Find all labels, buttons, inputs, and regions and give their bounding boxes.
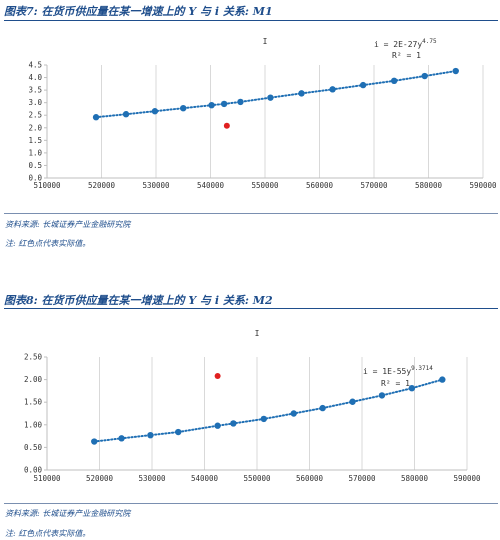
y-tick-label: 1.50 [24, 398, 43, 407]
y-tick-label: 0.0 [28, 174, 42, 183]
y-tick-label: 1.5 [28, 136, 42, 145]
data-point [92, 114, 100, 121]
data-point [147, 431, 154, 439]
trendline [93, 378, 444, 443]
data-point [349, 398, 356, 405]
data-point [267, 94, 274, 101]
data-point [452, 67, 459, 75]
trendline-r2: R² = 1 [392, 51, 421, 60]
figure-8-title: 图表8: 在货币供应量在某一增速上的 Y 与 i 关系: M2 [4, 294, 273, 307]
figure-8-source: 资料来源: 长城证券产业金融研究院 [5, 509, 131, 518]
y-tick-label: 0.50 [24, 443, 43, 452]
x-tick-label: 540000 [197, 181, 225, 190]
x-tick-label: 550000 [243, 474, 271, 483]
x-tick-label: 580000 [415, 181, 443, 190]
x-tick-label: 570000 [360, 181, 388, 190]
data-point [220, 100, 228, 108]
x-tick-label: 560000 [296, 474, 324, 483]
x-tick-label: 560000 [306, 181, 334, 190]
y-tick-label: 4.0 [28, 73, 42, 82]
figure-7-bottom-rule [4, 213, 498, 214]
actual-value-point [214, 372, 221, 379]
data-point [439, 376, 446, 383]
chart-title: I [255, 329, 260, 338]
y-tick-label: 3.0 [28, 98, 42, 107]
x-tick-label: 530000 [142, 181, 170, 190]
data-point [230, 420, 237, 427]
trendline-equation: i = 2E-27y4.75 [374, 38, 437, 49]
data-point [237, 98, 244, 106]
data-point [298, 90, 305, 97]
data-point [290, 410, 297, 417]
data-point [260, 415, 268, 423]
x-tick-label: 570000 [348, 474, 376, 483]
trendline-equation: i = 1E-55y9.3714 [363, 365, 433, 376]
x-tick-label: 520000 [86, 474, 114, 483]
data-point [421, 72, 428, 80]
x-tick-label: 530000 [138, 474, 166, 483]
data-point [390, 77, 398, 85]
data-point [151, 108, 159, 115]
figure-7-note: 注: 红色点代表实际值。 [5, 239, 91, 248]
data-point [91, 438, 98, 445]
actual-value-point [223, 122, 230, 129]
y-tick-label: 2.0 [28, 123, 42, 132]
data-point [122, 111, 130, 118]
x-tick-label: 540000 [191, 474, 219, 483]
figure-8-bottom-rule [4, 503, 498, 504]
y-tick-label: 2.00 [24, 375, 43, 384]
figure-8-top-rule [4, 308, 498, 309]
x-tick-label: 580000 [401, 474, 429, 483]
figure-7-source: 资料来源: 长城证券产业金融研究院 [5, 220, 131, 229]
figure-7-title: 图表7: 在货币供应量在某一增速上的 Y 与 i 关系: M1 [4, 5, 273, 18]
chart-title: I [263, 37, 268, 46]
y-tick-label: 2.5 [28, 111, 42, 120]
x-tick-label: 510000 [33, 474, 61, 483]
figure-7-top-rule [4, 20, 498, 21]
y-tick-label: 3.5 [28, 86, 42, 95]
y-tick-label: 2.50 [24, 353, 43, 362]
chart-m2: I 510000 520000 530000 540000 550000 560000 570… [24, 329, 481, 483]
x-tick-label: 590000 [469, 181, 497, 190]
data-point [378, 392, 386, 399]
data-point [329, 86, 336, 93]
data-point [118, 435, 125, 442]
data-point [180, 104, 187, 112]
x-tick-label: 590000 [453, 474, 481, 483]
y-tick-label: 1.00 [24, 420, 43, 429]
y-tick-label: 0.00 [24, 466, 43, 475]
x-tick-label: 510000 [33, 181, 61, 190]
x-tick-label: 550000 [251, 181, 279, 190]
figure-8-note: 注: 红色点代表实际值。 [5, 529, 91, 538]
trendline-r2: R² = 1 [381, 379, 410, 388]
y-tick-label: 4.5 [28, 61, 42, 70]
trendline [95, 70, 457, 119]
y-tick-label: 0.5 [28, 161, 42, 170]
data-point [208, 101, 215, 109]
x-tick-label: 520000 [88, 181, 116, 190]
data-point [175, 428, 182, 436]
y-tick-label: 1.0 [28, 148, 42, 157]
data-point [359, 81, 367, 89]
data-point [319, 404, 326, 412]
data-point [408, 384, 416, 392]
data-point [214, 422, 221, 429]
chart-m1: I 510000 520000 530000 540000 550000 560000 570… [28, 37, 497, 190]
